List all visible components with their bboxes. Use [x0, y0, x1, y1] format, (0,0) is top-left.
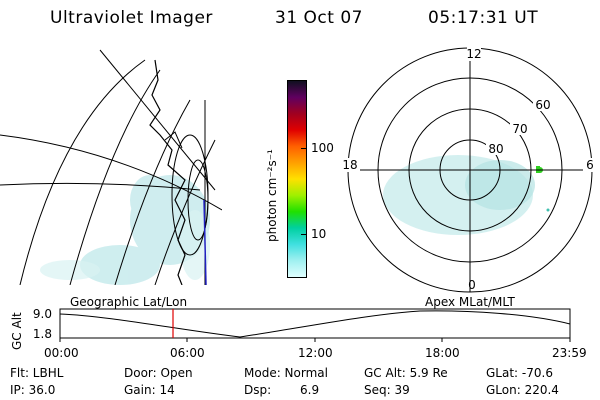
- info-gain: Gain: 14: [124, 383, 175, 397]
- altitude-timeline: GC Alt 9.0 1.8: [10, 307, 571, 350]
- altplot-left-title: Geographic Lat/Lon: [70, 295, 188, 309]
- colorbar-tick-100: 100: [311, 141, 334, 155]
- mlt-label-18: 18: [342, 158, 357, 172]
- lat-arc-3: [114, 99, 191, 285]
- info-dsp-value: 6.9: [300, 383, 320, 397]
- geo-aurora-emission: [80, 175, 210, 285]
- mlt-label-12: 12: [466, 47, 481, 61]
- colorbar-tickmark-100: [301, 148, 306, 149]
- date-label: 31 Oct 07: [275, 8, 363, 28]
- info-seq: Seq: 39: [364, 383, 410, 397]
- lat-arc-2: [69, 69, 161, 285]
- altplot-ytick-low: 1.8: [33, 327, 52, 341]
- coastline-island: [164, 131, 183, 149]
- lat-arc-1: [19, 59, 146, 285]
- colorbar: [287, 80, 307, 278]
- altplot-xticks: [59, 338, 571, 342]
- colorbar-tickmark-10: [301, 234, 306, 235]
- altplot-right-title: Apex MLat/MLT: [425, 295, 515, 309]
- info-glon: GLon: 220.4: [486, 383, 559, 397]
- lat-label-60: 60: [535, 98, 550, 112]
- info-door: Door: Open: [124, 366, 193, 380]
- lat-label-80: 80: [488, 142, 503, 156]
- colorbar-tick-10: 10: [311, 227, 327, 241]
- xtick-2359: 23:59: [552, 346, 587, 360]
- mlt-label-0: 0: [468, 278, 476, 292]
- info-dsp-label: Dsp:: [244, 383, 272, 397]
- time-label: 05:17:31 UT: [428, 8, 539, 28]
- info-mode: Mode: Normal: [244, 366, 328, 380]
- xtick-1200: 12:00: [298, 346, 333, 360]
- lat-arc-4: [154, 139, 216, 285]
- mlt-label-6: 6: [586, 158, 594, 172]
- info-glat: GLat: -70.6: [486, 366, 553, 380]
- lon-line-2: [0, 182, 201, 191]
- lon-line-1: [0, 134, 222, 211]
- geographic-map: [0, 49, 222, 285]
- altplot-ytick-high: 9.0: [33, 307, 52, 321]
- info-gc-alt: GC Alt: 5.9 Re: [364, 366, 448, 380]
- colorbar-label: photon cm⁻²s⁻¹: [265, 149, 279, 242]
- info-ip: IP: 36.0: [10, 383, 56, 397]
- lon-line-3: [99, 49, 216, 191]
- polar-ring-inner: [187, 159, 209, 241]
- xtick-0600: 06:00: [170, 346, 205, 360]
- colorbar-label-box: photon cm⁻²s⁻¹: [265, 149, 279, 242]
- colorbar-gradient: [288, 81, 306, 277]
- xtick-0000: 00:00: [44, 346, 79, 360]
- instrument-title: Ultraviolet Imager: [50, 8, 213, 28]
- polar-aurora-emission: [383, 155, 550, 235]
- coastline: [149, 59, 186, 285]
- xtick-1800: 18:00: [425, 346, 460, 360]
- lat-label-70: 70: [512, 122, 527, 136]
- info-filter: Flt: LBHL: [10, 366, 64, 380]
- altplot-ylabel: GC Alt: [10, 312, 24, 350]
- polar-plot: 12 18 6 0 60 70 80: [340, 46, 597, 293]
- altitude-curve: [59, 310, 571, 338]
- terminator-line: [203, 199, 207, 285]
